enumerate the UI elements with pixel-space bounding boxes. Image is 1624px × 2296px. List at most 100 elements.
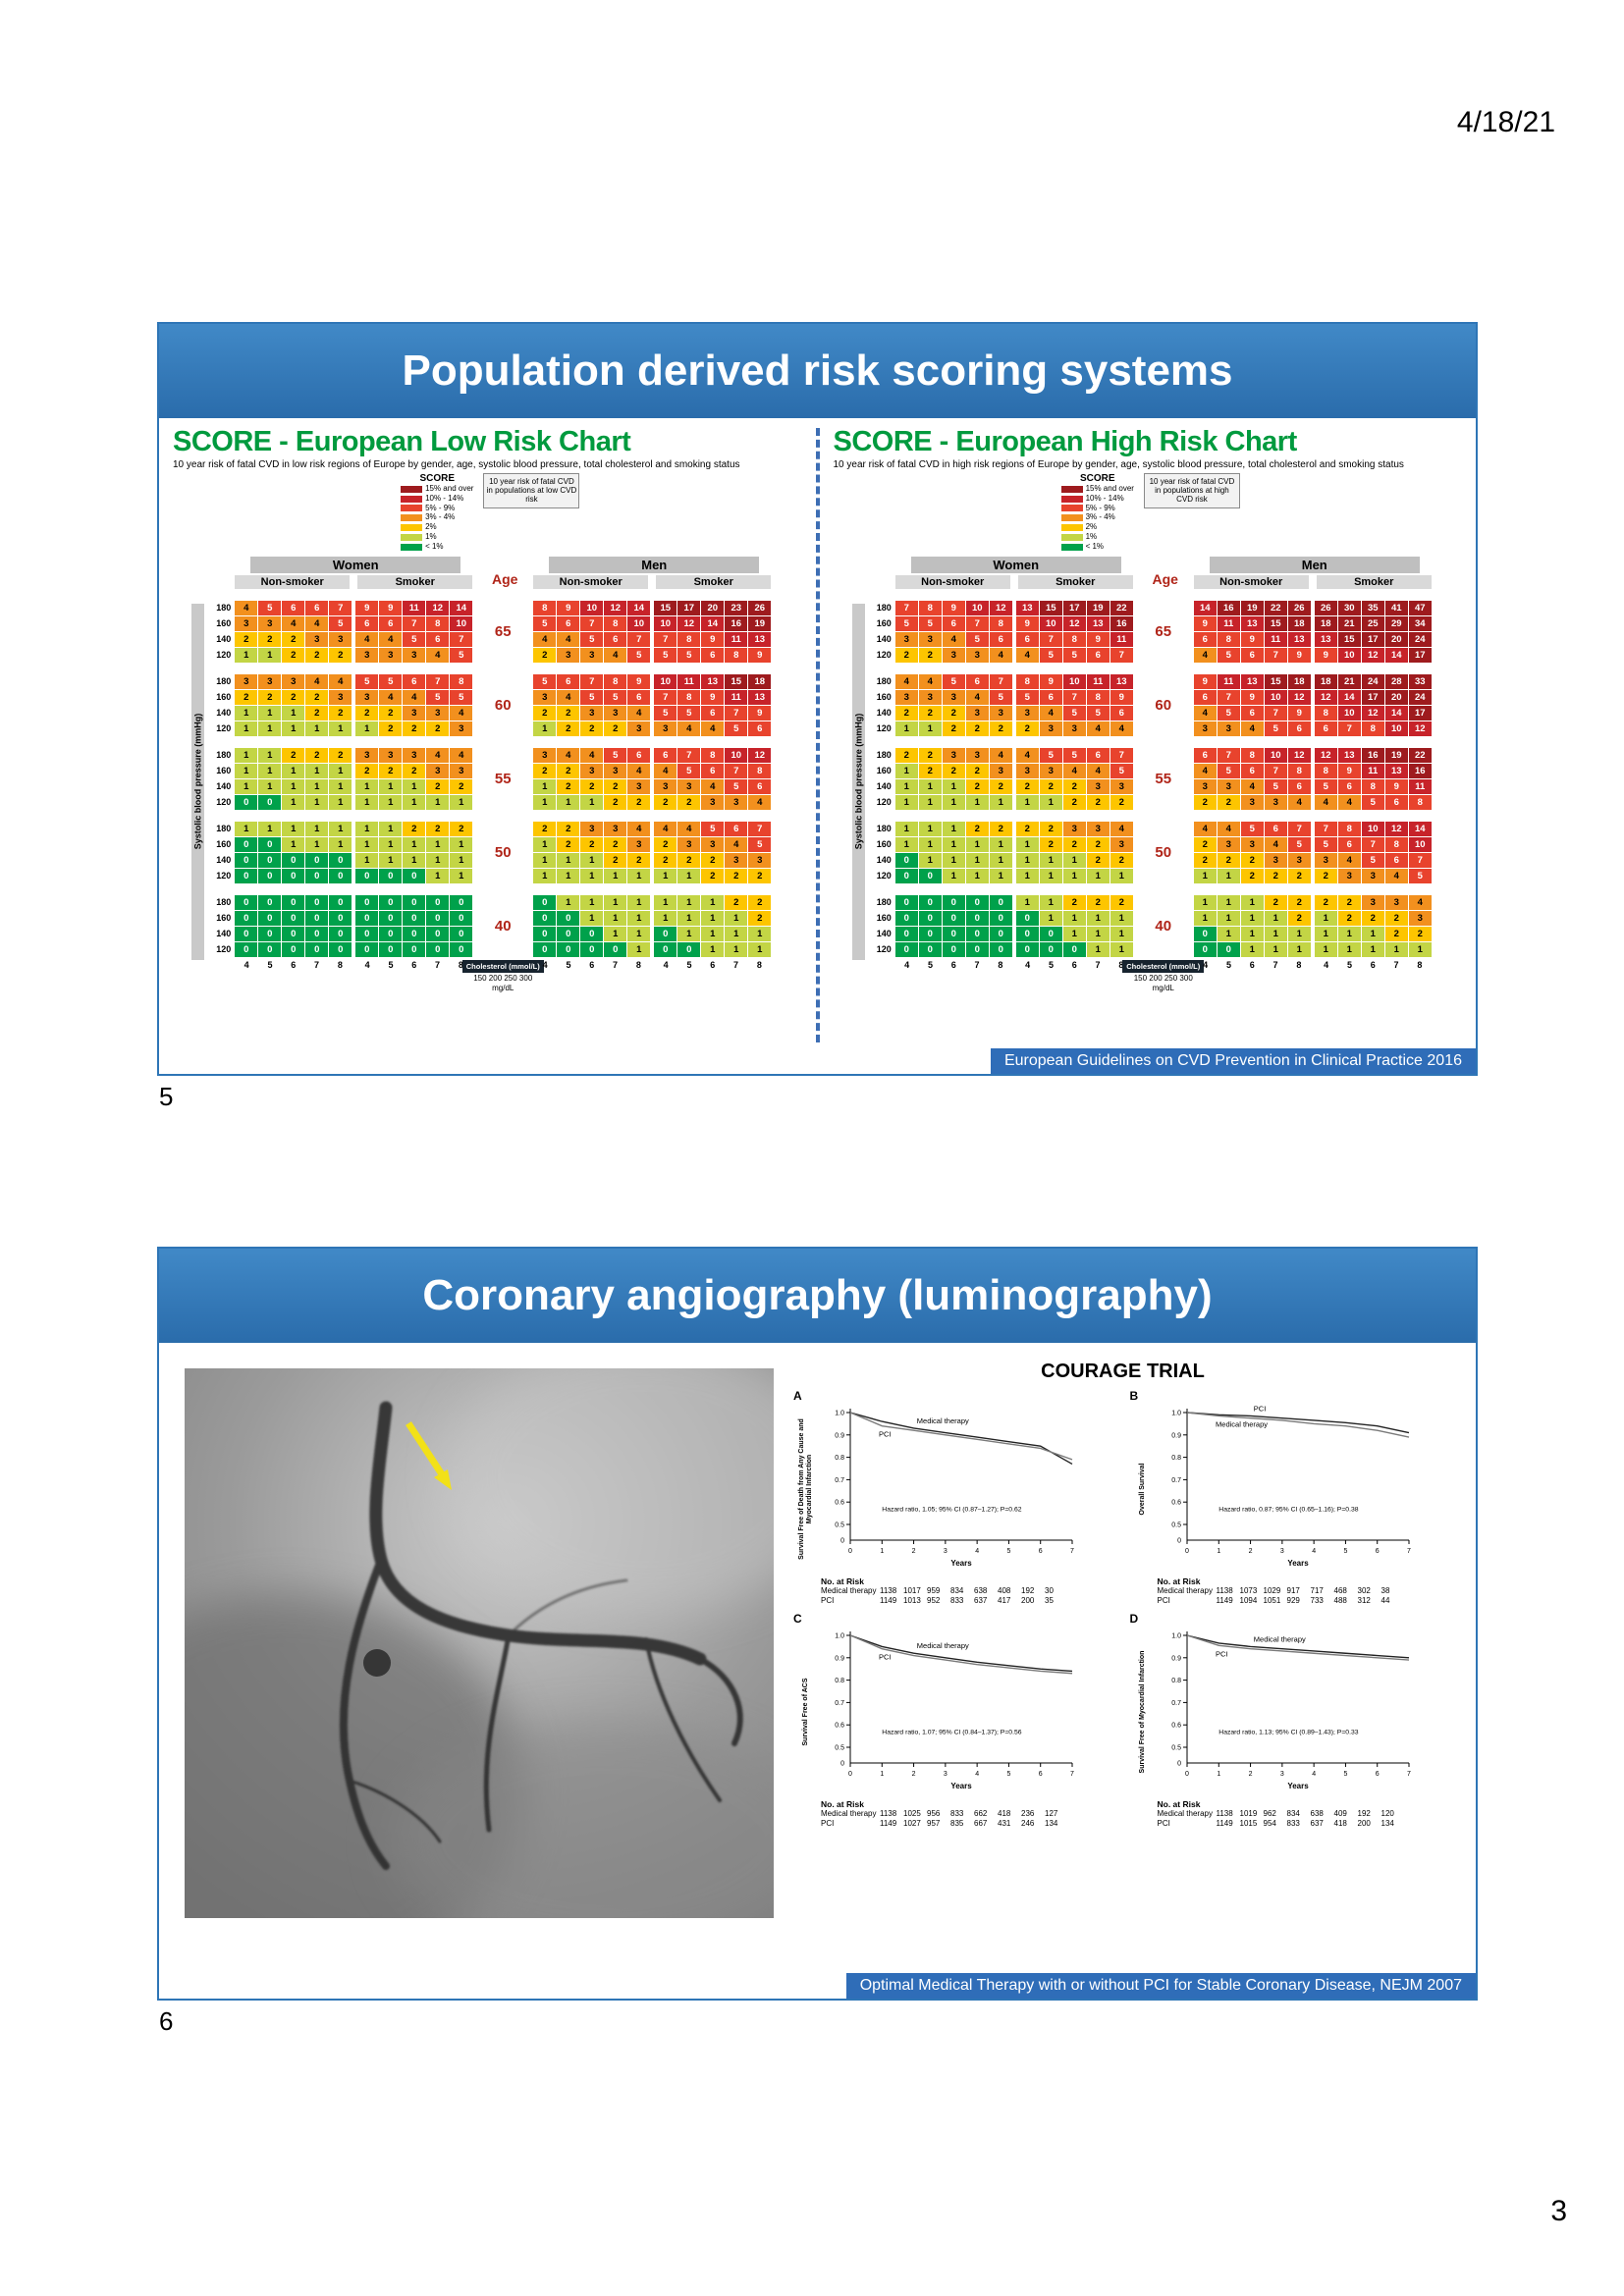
chol-tick: 6 xyxy=(589,959,595,970)
risk-cell: 1 xyxy=(235,778,258,794)
svg-text:0.7: 0.7 xyxy=(1171,1700,1181,1707)
risk-cell: 1 xyxy=(1314,926,1337,941)
dashed-divider xyxy=(815,428,820,1042)
risk-cell: 6 xyxy=(426,631,450,647)
risk-cell: 17 xyxy=(1408,647,1432,663)
risk-cell: 3 xyxy=(725,794,748,810)
risk-cell: 1 xyxy=(1314,910,1337,926)
risk-cell: 4 xyxy=(403,689,426,705)
score-high-risk-chart: SCORE - European High Risk Chart 10 year… xyxy=(820,418,1477,1052)
risk-cell: 5 xyxy=(1217,705,1240,721)
risk-cell: 3 xyxy=(965,647,989,663)
risk-cell: 0 xyxy=(450,941,473,957)
risk-cell: 2 xyxy=(533,705,557,721)
risk-cell: 1 xyxy=(677,926,701,941)
risk-cell: 3 xyxy=(965,705,989,721)
risk-cell: 9 xyxy=(1015,615,1039,631)
risk-cell: 0 xyxy=(965,926,989,941)
risk-cell: 0 xyxy=(403,941,426,957)
risk-cell: 1 xyxy=(894,836,918,852)
risk-cell: 5 xyxy=(258,600,282,615)
risk-cell: 2 xyxy=(355,705,379,721)
svg-text:Hazard ratio, 1.13; 95% CI (0.: Hazard ratio, 1.13; 95% CI (0.89–1.43); … xyxy=(1218,1729,1358,1735)
risk-cell: 3 xyxy=(580,821,604,836)
km-at-risk-row: PCI 1149 1094 1051 929 733 488 312 44 xyxy=(1158,1596,1455,1606)
sbp-value: 140 xyxy=(876,707,892,718)
risk-cell: 1 xyxy=(1408,941,1432,957)
risk-cell: 5 xyxy=(450,647,473,663)
at-risk-count: 833 xyxy=(950,1809,964,1818)
risk-cell: 2 xyxy=(426,821,450,836)
risk-cell: 9 xyxy=(1337,763,1361,778)
risk-cell: 10 xyxy=(1337,647,1361,663)
risk-cell: 4 xyxy=(450,705,473,721)
risk-cell: 9 xyxy=(1287,647,1311,663)
legend-entry-label: 2% xyxy=(425,522,437,532)
age-value: 60 xyxy=(494,696,512,714)
risk-cell: 1 xyxy=(748,926,772,941)
score-legend-entry: 15% and over xyxy=(401,484,474,494)
svg-text:0.7: 0.7 xyxy=(1171,1477,1181,1484)
at-risk-series-name: Medical therapy xyxy=(821,1586,877,1595)
risk-cell: 1 xyxy=(604,894,627,910)
risk-cell: 3 xyxy=(533,747,557,763)
age-value: 65 xyxy=(1155,622,1172,640)
risk-cell: 7 xyxy=(1264,763,1287,778)
risk-cell: 2 xyxy=(557,763,580,778)
at-risk-count: 1094 xyxy=(1239,1596,1258,1605)
risk-cell: 3 xyxy=(701,836,725,852)
risk-cell: 1 xyxy=(604,926,627,941)
risk-grid: 8 9 10 12 14 5 6 7 8 10 4 4 5 6 7 2 3 3 4 5 xyxy=(533,600,651,663)
risk-cell: 10 xyxy=(1039,615,1062,631)
risk-cell: 3 xyxy=(305,631,329,647)
km-at-risk-row: PCI 1149 1015 954 833 637 418 200 134 xyxy=(1158,1819,1455,1829)
risk-cell: 13 xyxy=(748,631,772,647)
risk-cell: 12 xyxy=(1062,615,1086,631)
svg-text:Years: Years xyxy=(1287,1559,1309,1568)
legend-entry-label: 15% and over xyxy=(425,484,474,493)
risk-cell: 4 xyxy=(1015,747,1039,763)
angiogram-image xyxy=(52,1339,842,1987)
risk-cell: 1 xyxy=(604,910,627,926)
risk-cell: 2 xyxy=(1086,852,1110,868)
risk-cell: 4 xyxy=(1337,794,1361,810)
at-risk-count: 662 xyxy=(974,1809,988,1818)
risk-cell: 1 xyxy=(580,894,604,910)
risk-cell: 0 xyxy=(379,926,403,941)
risk-cell: 17 xyxy=(1062,600,1086,615)
risk-cell: 3 xyxy=(1039,721,1062,736)
risk-cell: 1 xyxy=(1264,941,1287,957)
risk-cell: 4 xyxy=(627,821,651,836)
risk-cell: 3 xyxy=(355,689,379,705)
risk-cell: 0 xyxy=(305,941,329,957)
legend-entry-label: 3% - 4% xyxy=(1085,512,1115,522)
km-ylabel-text: Survival Free of ACS xyxy=(801,1678,809,1746)
risk-cell: 11 xyxy=(677,673,701,689)
risk-cell: 0 xyxy=(989,894,1012,910)
svg-text:Hazard ratio, 0.87; 95% CI (0.: Hazard ratio, 0.87; 95% CI (0.65–1.16); … xyxy=(1218,1506,1358,1513)
at-risk-count: 638 xyxy=(1310,1809,1324,1818)
risk-cell: 0 xyxy=(355,868,379,883)
risk-cell: 11 xyxy=(1217,615,1240,631)
risk-cell: 4 xyxy=(329,673,352,689)
risk-cell: 0 xyxy=(403,894,426,910)
risk-cell: 4 xyxy=(965,689,989,705)
page-number: 3 xyxy=(1550,2195,1567,2227)
yellow-arrow-icon xyxy=(406,1421,452,1490)
risk-cell: 24 xyxy=(1408,631,1432,647)
risk-cell: 2 xyxy=(258,631,282,647)
risk-cell: 0 xyxy=(329,852,352,868)
km-at-risk-row: Medical therapy 1138 1017 959 834 638 408 192 30 xyxy=(821,1586,1118,1596)
age-block-row: 180 160 140 120 1 1 1 2 2 1 1 1 1 1 0 1 1 1 1 0 0 1 1 1 2 2 3 3 4 1 2 2… xyxy=(870,821,1449,883)
risk-cell: 2 xyxy=(1287,894,1311,910)
cholesterol-axis: 4 5 6 7 8 4 5 6 7 8 Cholesterol (mmol/L) 150 200 25… xyxy=(870,959,1449,992)
risk-cell: 2 xyxy=(1086,894,1110,910)
risk-cell: 0 xyxy=(1193,926,1217,941)
at-risk-count: 1073 xyxy=(1239,1586,1258,1595)
risk-cell: 6 xyxy=(701,705,725,721)
risk-cell: 14 xyxy=(450,600,473,615)
